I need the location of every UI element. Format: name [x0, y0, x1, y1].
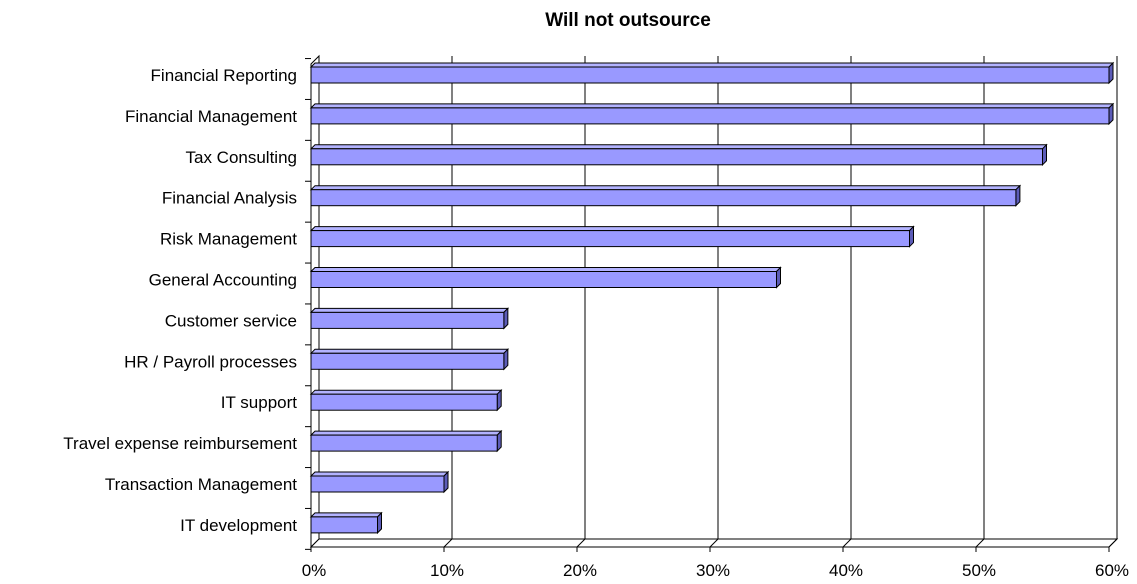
bar-side — [776, 266, 781, 289]
bar-front — [310, 475, 445, 493]
bar — [309, 470, 450, 494]
bar-front — [310, 230, 910, 248]
bar — [309, 225, 915, 248]
bar — [309, 307, 510, 330]
bar — [309, 429, 503, 453]
bar-side — [1108, 61, 1114, 85]
category-label: HR / Payroll processes — [124, 352, 297, 371]
x-tick-label: 30% — [696, 561, 730, 580]
bar-front — [310, 393, 498, 411]
floor-gridline — [842, 538, 852, 548]
bars — [309, 61, 1115, 535]
category-label: Tax Consulting — [185, 148, 297, 167]
floor-gridline — [443, 538, 453, 548]
bar-top — [309, 62, 1115, 68]
bar-top — [309, 185, 1022, 191]
category-label: Risk Management — [160, 230, 297, 249]
bar-front — [310, 352, 505, 370]
bar — [309, 61, 1115, 85]
bar-front — [310, 148, 1043, 166]
bar-top — [309, 389, 503, 395]
bar-side — [503, 307, 509, 330]
y-axis-labels: Financial Reporting Financial Management T… — [63, 58, 311, 550]
x-tick-label: 20% — [563, 561, 597, 580]
category-label: IT support — [221, 393, 298, 412]
bar — [309, 266, 782, 289]
x-tick-label: 40% — [829, 561, 863, 580]
bar-side — [503, 348, 509, 371]
floor-gridline — [1108, 538, 1118, 548]
x-tick-label: 0% — [302, 561, 327, 580]
x-tick-label: 10% — [430, 561, 464, 580]
bar-front — [310, 434, 498, 452]
bar — [309, 184, 1022, 207]
category-label: Transaction Management — [105, 475, 297, 494]
bar-side — [909, 225, 914, 248]
category-label: Financial Management — [125, 107, 297, 126]
bar-side — [496, 388, 502, 412]
bar — [309, 348, 510, 371]
category-label: General Accounting — [149, 271, 297, 290]
bar-top — [309, 103, 1115, 109]
bar-side — [1015, 184, 1021, 207]
bar-side — [1042, 143, 1047, 167]
bar-top — [309, 267, 782, 272]
bar — [309, 388, 503, 412]
x-tick-label: 60% — [1095, 561, 1129, 580]
bar — [309, 511, 383, 535]
bar-top — [309, 430, 503, 436]
bar-front — [310, 516, 378, 534]
bar-top — [309, 348, 510, 354]
bar-top — [309, 307, 510, 313]
bar-front — [310, 311, 505, 329]
gridlines — [318, 56, 1118, 548]
bar-side — [496, 429, 502, 453]
bar-front — [310, 107, 1110, 125]
category-label: Financial Analysis — [162, 189, 297, 208]
floor-gridline — [576, 538, 586, 548]
floor-gridline — [975, 538, 985, 548]
bar-top — [309, 512, 383, 518]
category-label: Travel expense reimbursement — [63, 434, 297, 453]
floor-gridline — [709, 538, 719, 548]
category-label: Financial Reporting — [151, 66, 297, 85]
bar-top — [309, 471, 450, 477]
bar — [309, 102, 1115, 126]
category-label: IT development — [180, 516, 297, 535]
bar-side — [1108, 102, 1114, 126]
x-axis-ticks: 0% 10% 20% 30% 40% 50% 60% — [302, 547, 1129, 580]
x-tick-label: 50% — [962, 561, 996, 580]
chart-title: Will not outsource — [545, 10, 711, 31]
bar — [309, 143, 1048, 167]
bar-front — [310, 271, 777, 288]
bar-top — [309, 144, 1048, 150]
category-label: Customer service — [165, 311, 297, 330]
bar-top — [309, 226, 915, 232]
bar-front — [310, 189, 1017, 207]
bar-front — [310, 66, 1110, 84]
bar-side — [377, 511, 382, 535]
bar-side — [443, 470, 449, 494]
